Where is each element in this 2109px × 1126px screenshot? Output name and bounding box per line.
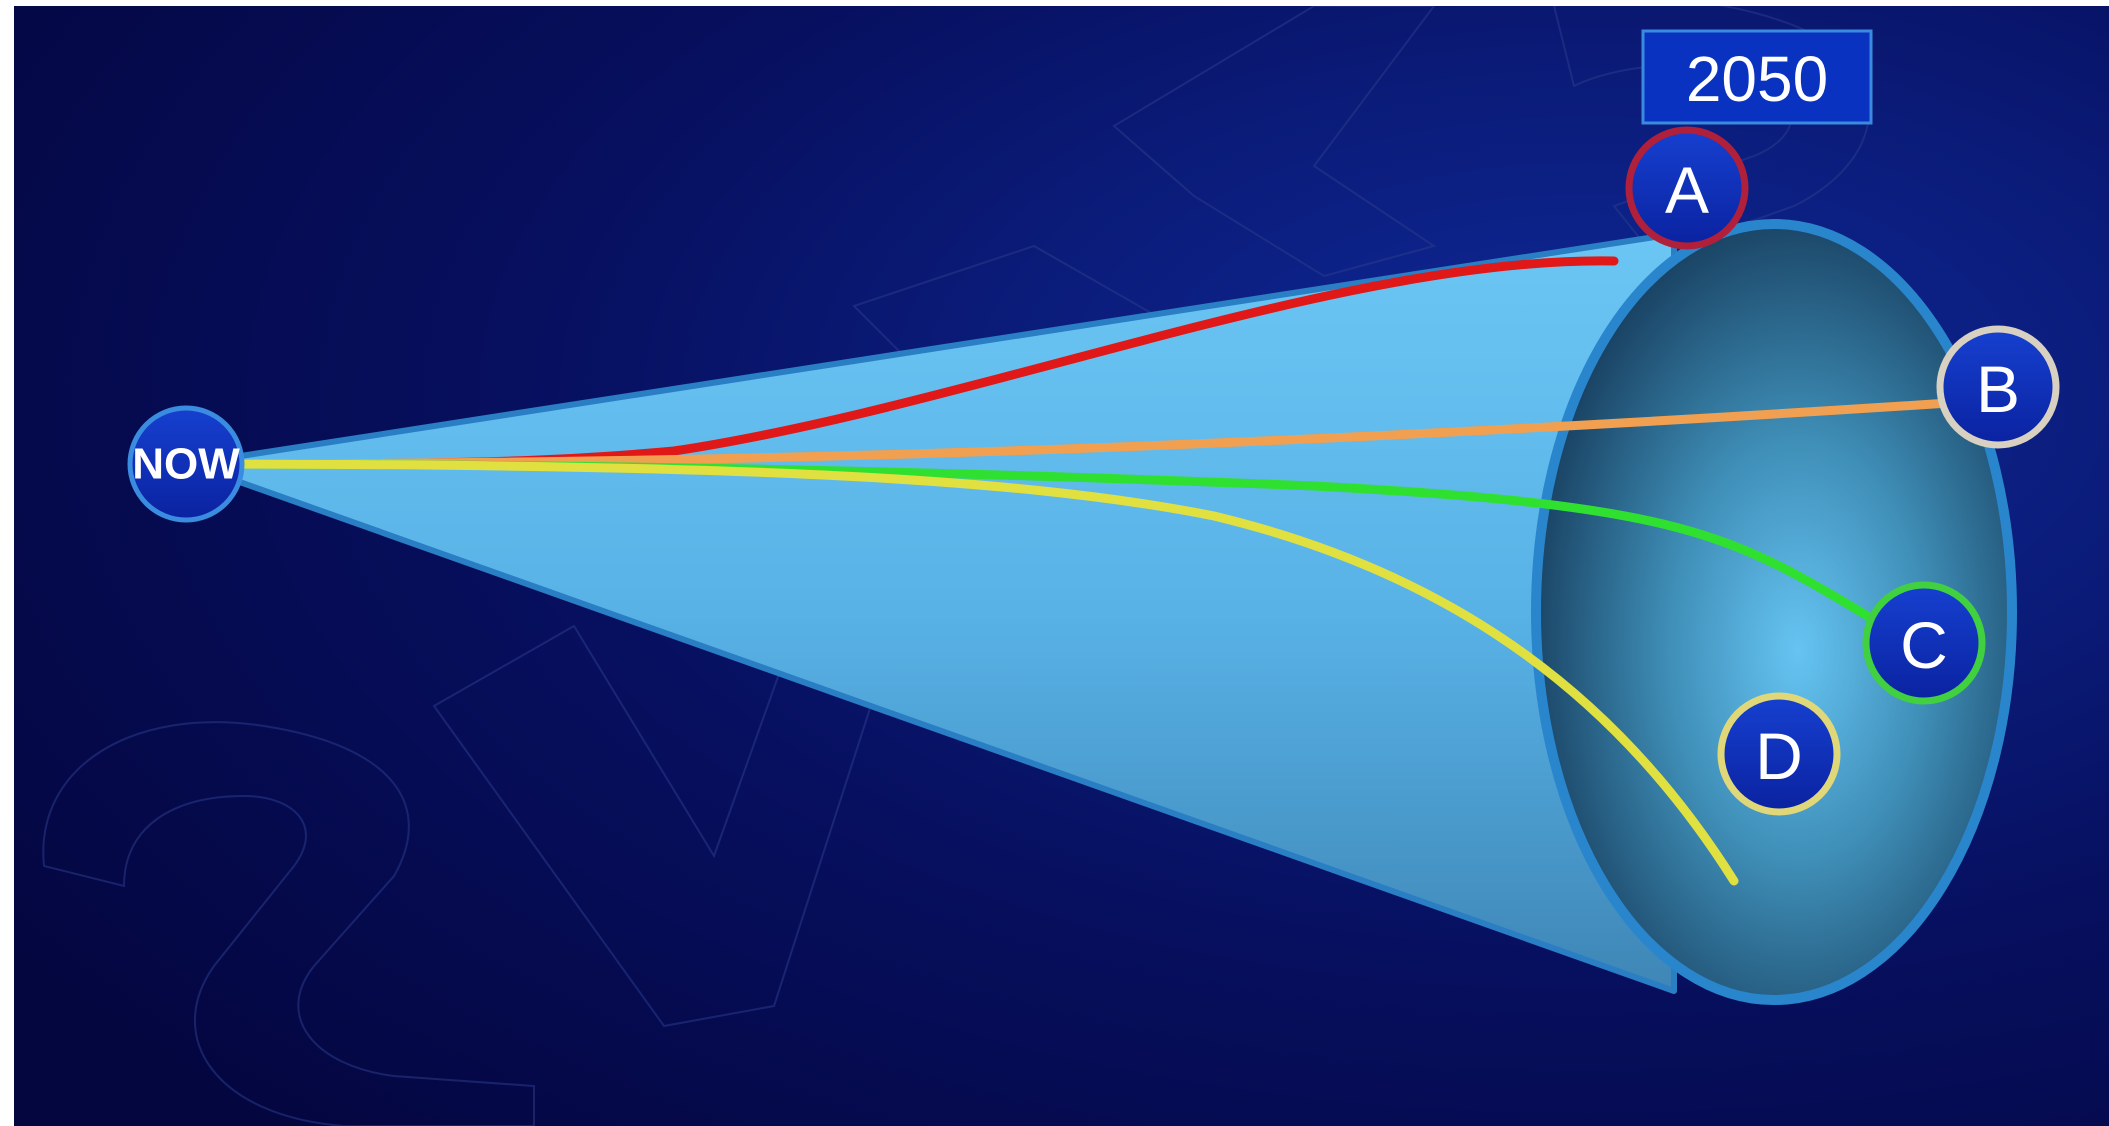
future-node-b-label: B [1976, 352, 2020, 426]
future-node-d[interactable]: D [1721, 696, 1837, 812]
future-node-a-label: A [1665, 153, 1709, 227]
futures-cone-diagram: 2050 NOW A B C D [14, 6, 2109, 1126]
year-box: 2050 [1643, 31, 1871, 123]
future-node-d-label: D [1755, 719, 1803, 793]
future-node-c[interactable]: C [1866, 585, 1982, 701]
future-node-c-label: C [1900, 608, 1948, 682]
now-node-label: NOW [132, 440, 240, 489]
future-node-b[interactable]: B [1940, 329, 2056, 445]
now-node[interactable]: NOW [130, 408, 242, 520]
future-node-a[interactable]: A [1629, 130, 1745, 246]
diagram-canvas: 2050 NOW A B C D [14, 6, 2109, 1126]
year-label: 2050 [1686, 43, 1828, 115]
